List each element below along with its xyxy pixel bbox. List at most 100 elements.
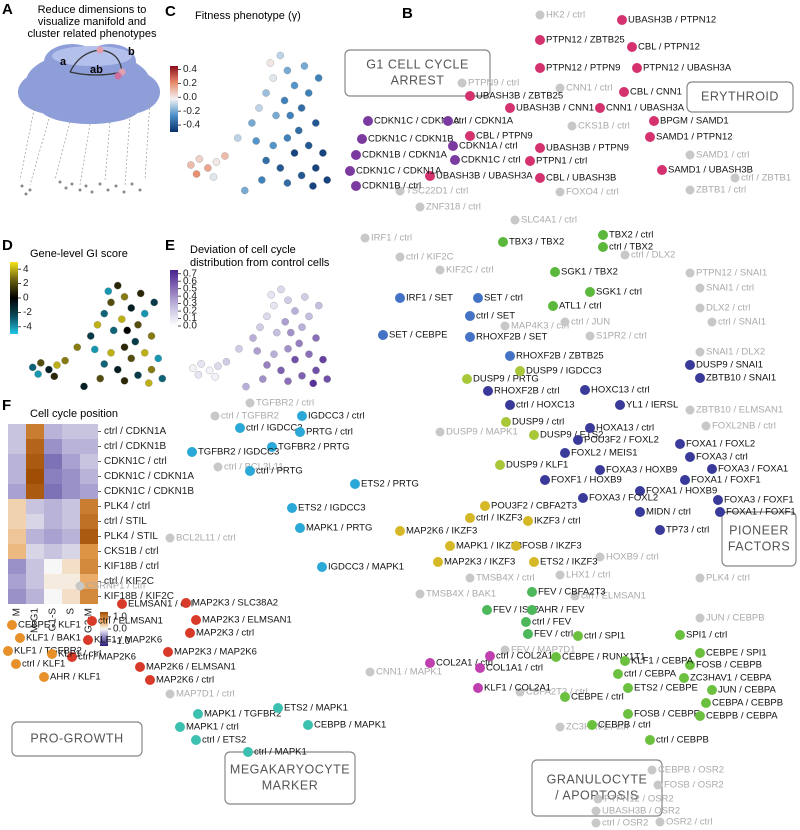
gene-pair-label: DUSP9 / IGDCC3	[526, 366, 602, 377]
embedding-point	[276, 51, 285, 60]
gene-pair-point	[415, 589, 425, 599]
cluster-label: ERYTHROID	[701, 89, 779, 103]
gene-pair-point	[535, 143, 545, 153]
gene-pair-point	[715, 507, 725, 517]
gene-pair-label: MAP7D1 / ctrl	[176, 689, 235, 700]
embedding-point	[140, 309, 149, 318]
gene-pair-label: AHR / FEV	[538, 605, 585, 616]
embedding-point	[304, 141, 313, 150]
embedding-point	[269, 74, 277, 82]
embedding-point	[34, 370, 42, 378]
colorbar-tick-label: 0.5	[183, 283, 197, 294]
gene-pair-point	[685, 150, 695, 160]
heatmap-cell	[80, 439, 98, 454]
embedding-point	[283, 134, 292, 142]
gene-pair-label: DUSP9 / PRTG	[473, 374, 539, 385]
gene-pair-point	[685, 360, 695, 370]
gene-pair-point	[395, 186, 405, 196]
gene-pair-point	[135, 662, 145, 672]
gene-pair-point	[363, 116, 373, 126]
gene-pair-label: POU3F2 / FOXL2	[584, 435, 659, 446]
embedding-point	[262, 89, 270, 97]
embedding-point	[300, 62, 309, 70]
embedding-point	[263, 361, 271, 369]
heatmap-cell	[26, 454, 44, 469]
gene-pair-label: ZBTB10 / ELMSAN1	[696, 405, 783, 416]
embedding-point	[134, 321, 142, 329]
gene-pair-point	[535, 35, 545, 45]
embedding-point	[262, 156, 270, 165]
gene-pair-point	[165, 689, 175, 699]
illustration-title: cluster related phenotypes	[27, 28, 157, 40]
gene-pair-point	[511, 541, 521, 551]
gene-pair-label: FOSB / IKZF3	[522, 541, 582, 552]
embedding-point	[290, 149, 299, 157]
row-label: CDKN1C / CDKN1B	[104, 486, 194, 497]
gene-pair-label: MAP2K3 / ELMSAN1	[202, 615, 292, 626]
gene-pair-point	[15, 633, 25, 643]
gene-pair-point	[550, 267, 560, 277]
embedding-point	[93, 321, 102, 329]
gene-pair-label: CEBPE / KLF1	[18, 620, 81, 631]
gene-pair-label: ctrl / ELMSAN1	[581, 591, 646, 602]
cluster-label: ARREST	[391, 73, 445, 87]
gene-pair-point	[505, 103, 515, 113]
gene-pair-label: ETS2 / IKZF3	[540, 557, 598, 568]
embedding-point	[91, 345, 99, 354]
heatmap-cell	[26, 499, 44, 514]
embedding-point	[259, 375, 267, 383]
gene-pair-point	[653, 780, 663, 790]
gene-pair-label: FOXA1 / HOXB9	[646, 486, 717, 497]
colorbar-tick-label: 0.6	[183, 276, 197, 287]
gene-pair-label: BPGM / SAMD1	[660, 116, 729, 127]
gene-pair-label: FOXL2NB / ctrl	[712, 421, 776, 432]
gene-pair-label: AHR / KLF1	[50, 672, 101, 683]
gene-pair-label: PTPN9 / ctrl	[468, 78, 519, 89]
gene-pair-point	[580, 385, 590, 395]
gene-pair-label: ctrl / CEBPA	[624, 669, 677, 680]
embedding-point	[270, 301, 278, 310]
gene-pair-point	[435, 427, 445, 437]
embedding-point	[45, 365, 53, 374]
heatmap-cell	[62, 454, 80, 469]
colorbar-tick-label: -0.4	[183, 120, 201, 131]
gene-pair-point	[501, 417, 511, 427]
gene-pair-point	[695, 347, 705, 357]
colorbar-tick-label: 0.2	[183, 306, 197, 317]
gene-pair-label: FOXO4 / ctrl	[566, 187, 619, 198]
gene-pair-point	[345, 166, 355, 176]
colorbar-tick-label: 0.0	[183, 321, 197, 332]
gene-pair-label: PTPN12 / ZBTB25	[546, 35, 625, 46]
gene-pair-point	[191, 735, 201, 745]
gene-pair-label: ctrl / MAP2K6	[78, 652, 136, 663]
gene-pair-point	[473, 683, 483, 693]
gene-pair-point	[655, 817, 665, 827]
gene-pair-label: ZNF318 / ctrl	[426, 202, 481, 213]
heatmap-cell	[8, 454, 26, 469]
embedding-point	[312, 119, 320, 127]
gene-pair-label: CDKN1C / CDKN1B	[368, 134, 454, 145]
cluster-box	[344, 49, 491, 97]
heatmap-cell	[8, 499, 26, 514]
heatmap-cell	[26, 469, 44, 484]
gene-pair-point	[555, 722, 565, 732]
heatmap-cell	[80, 484, 98, 499]
embedding-point	[73, 343, 82, 351]
heatmap-cell	[44, 514, 62, 529]
gene-pair-label: MAPK1 / TGFBR2	[204, 709, 281, 720]
embedding-point	[255, 104, 263, 112]
gene-pair-point	[357, 134, 367, 144]
gene-pair-point	[595, 465, 605, 475]
panel-label: D	[2, 237, 13, 254]
gene-pair-label: IRF1 / SET	[406, 293, 453, 304]
gene-pair-label: HOXC13 / ctrl	[591, 385, 650, 396]
column-label: S	[66, 608, 77, 615]
gene-pair-label: ETS2 / IGDCC3	[298, 503, 366, 514]
gene-pair-point	[365, 667, 375, 677]
colorbar	[170, 270, 178, 326]
gene-pair-label: CNN1 / ctrl	[566, 83, 612, 94]
gene-pair-label: ELMSAN1 / ctrl	[128, 599, 193, 610]
gene-pair-label: ctrl / OSR2	[602, 818, 648, 829]
heatmap-cell	[44, 589, 62, 604]
gene-pair-label: FEV / ctrl	[534, 629, 573, 640]
